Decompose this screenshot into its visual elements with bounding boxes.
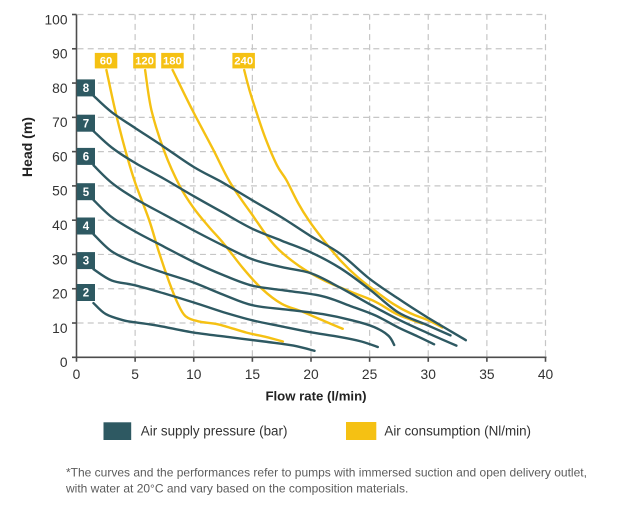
svg-text:5: 5 <box>83 187 90 199</box>
svg-text:6: 6 <box>83 152 89 164</box>
svg-text:10: 10 <box>186 367 202 382</box>
svg-text:0: 0 <box>60 355 68 370</box>
svg-text:4: 4 <box>83 221 90 233</box>
svg-text:180: 180 <box>163 56 182 68</box>
svg-text:30: 30 <box>52 252 68 267</box>
svg-text:120: 120 <box>135 56 154 68</box>
svg-text:2: 2 <box>83 288 89 300</box>
svg-text:5: 5 <box>131 367 139 382</box>
svg-text:15: 15 <box>245 367 261 382</box>
svg-text:Air consumption (Nl/min): Air consumption (Nl/min) <box>384 424 531 439</box>
svg-text:40: 40 <box>52 218 68 233</box>
svg-text:30: 30 <box>421 367 437 382</box>
svg-text:Air supply pressure (bar): Air supply pressure (bar) <box>141 424 288 439</box>
svg-text:20: 20 <box>52 287 68 302</box>
svg-text:80: 80 <box>52 81 68 96</box>
svg-text:20: 20 <box>303 367 319 382</box>
svg-text:7: 7 <box>83 118 89 130</box>
svg-text:100: 100 <box>44 12 67 27</box>
svg-text:50: 50 <box>52 184 68 199</box>
svg-text:*The curves and the performanc: *The curves and the performances refer t… <box>66 466 587 480</box>
svg-text:Head (m): Head (m) <box>19 117 35 177</box>
svg-text:with water at 20°C and vary ba: with water at 20°C and vary based on the… <box>65 482 408 496</box>
svg-text:Flow rate (l/min): Flow rate (l/min) <box>265 389 366 404</box>
svg-text:3: 3 <box>83 256 89 268</box>
svg-text:8: 8 <box>83 83 90 95</box>
svg-text:0: 0 <box>73 367 81 382</box>
svg-text:60: 60 <box>52 149 68 164</box>
svg-text:40: 40 <box>538 367 554 382</box>
svg-text:25: 25 <box>362 367 378 382</box>
svg-text:60: 60 <box>100 56 113 68</box>
svg-text:35: 35 <box>479 367 495 382</box>
svg-text:10: 10 <box>52 321 68 336</box>
svg-text:70: 70 <box>52 115 68 130</box>
svg-text:90: 90 <box>52 47 68 62</box>
svg-text:240: 240 <box>234 56 253 68</box>
